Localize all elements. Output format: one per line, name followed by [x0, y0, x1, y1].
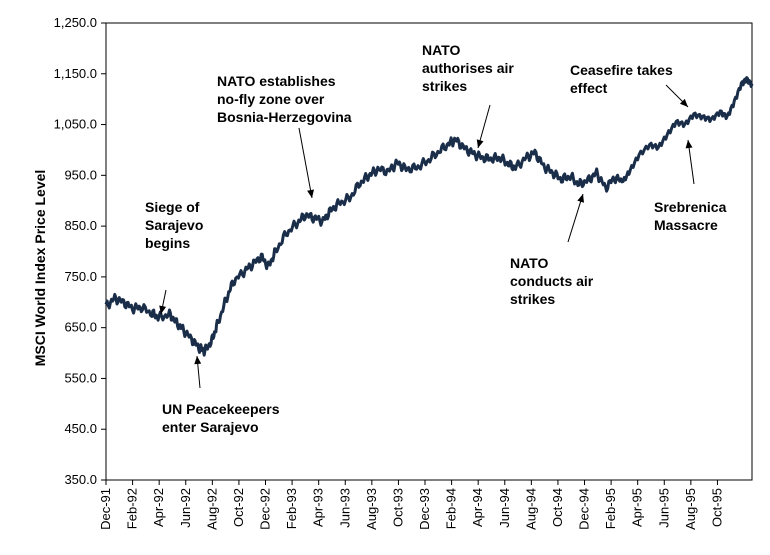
- annotation-arrowhead: [159, 305, 167, 314]
- annotation-text: Siege of: [145, 199, 200, 215]
- x-tick-label: Aug-92: [204, 488, 219, 530]
- annotation-arrowhead: [577, 194, 584, 203]
- x-tick-label: Jun-94: [497, 488, 512, 528]
- annotation-arrowhead: [685, 140, 693, 149]
- x-tick-label: Dec-94: [577, 488, 592, 530]
- x-tick-label: Feb-93: [284, 488, 299, 529]
- x-tick-label: Aug-95: [683, 488, 698, 530]
- annotation-text: Srebrenica: [654, 199, 727, 215]
- annotation-text: enter Sarajevo: [162, 419, 259, 435]
- annotation-text: Bosnia-Herzegovina: [217, 109, 352, 125]
- x-tick-label: Apr-94: [470, 488, 485, 527]
- x-tick-label: Feb-94: [444, 488, 459, 529]
- plot-area-frame: [105, 22, 753, 481]
- annotation: UN Peacekeepers enter Sarajevo: [162, 355, 280, 435]
- annotation: Srebrenica Massacre: [654, 139, 727, 233]
- annotation-text: strikes: [422, 78, 467, 94]
- y-tick-label: 1,250.0: [54, 15, 97, 30]
- annotation-arrowhead: [307, 189, 314, 198]
- y-axis-title: MSCI World Index Price Level: [32, 170, 48, 367]
- annotation-text: NATO establishes: [217, 73, 336, 89]
- x-tick-label: Oct-94: [550, 488, 565, 527]
- annotation-arrowhead: [194, 356, 202, 365]
- annotation-text: strikes: [510, 291, 555, 307]
- annotation-text: NATO: [510, 255, 548, 271]
- x-tick-label: Aug-94: [523, 488, 538, 530]
- y-tick-label: 1,150.0: [54, 66, 97, 81]
- series-line: [104, 76, 754, 357]
- annotation: NATO establishes no-fly zone over Bosnia-H…: [217, 73, 352, 199]
- y-tick-label: 850.0: [64, 218, 97, 233]
- x-tick-label: Jun-95: [656, 488, 671, 528]
- x-tick-label: Apr-92: [151, 488, 166, 527]
- x-tick-label: Feb-95: [603, 488, 618, 529]
- annotation: NATO conducts air strikes: [510, 193, 594, 307]
- annotation-text: conducts air: [510, 273, 594, 289]
- y-tick-label: 650.0: [64, 320, 97, 335]
- annotation-text: UN Peacekeepers: [162, 401, 280, 417]
- y-tick-label: 750.0: [64, 269, 97, 284]
- x-tick-label: Feb-92: [125, 488, 140, 529]
- x-tick-label: Oct-93: [390, 488, 405, 527]
- y-tick-label: 1,050.0: [54, 117, 97, 132]
- y-tick-label: 950.0: [64, 167, 97, 182]
- annotation-arrowhead: [476, 139, 484, 148]
- annotation-text: NATO: [422, 42, 460, 58]
- annotation-text: Ceasefire takes: [570, 62, 673, 78]
- annotation-text: Massacre: [654, 217, 718, 233]
- x-tick-label: Jun-92: [178, 488, 193, 528]
- x-tick-label: Oct-92: [231, 488, 246, 527]
- x-tick-label: Dec-91: [98, 488, 113, 530]
- annotation-arrowhead: [679, 98, 688, 107]
- annotation: NATO authorises air strikes: [422, 42, 514, 149]
- annotation-text: effect: [570, 80, 608, 96]
- annotation-text: authorises air: [422, 60, 514, 76]
- y-tick-label: 550.0: [64, 370, 97, 385]
- x-tick-label: Oct-95: [709, 488, 724, 527]
- annotation-text: no-fly zone over: [217, 91, 325, 107]
- x-tick-label: Dec-93: [417, 488, 432, 530]
- y-tick-label: 350.0: [64, 472, 97, 487]
- x-tick-label: Apr-95: [630, 488, 645, 527]
- annotation-arrow: [567, 193, 584, 243]
- annotation-text: begins: [145, 235, 190, 251]
- x-tick-label: Aug-93: [364, 488, 379, 530]
- annotation-arrow: [298, 127, 313, 199]
- y-tick-label: 450.0: [64, 421, 97, 436]
- x-tick-label: Dec-92: [258, 488, 273, 530]
- annotation: Siege of Sarajevo begins: [145, 199, 203, 315]
- annotation-text: Sarajevo: [145, 217, 203, 233]
- x-tick-label: Apr-93: [311, 488, 326, 527]
- annotation: Ceasefire takes effect: [570, 62, 689, 108]
- x-tick-label: Jun-93: [337, 488, 352, 528]
